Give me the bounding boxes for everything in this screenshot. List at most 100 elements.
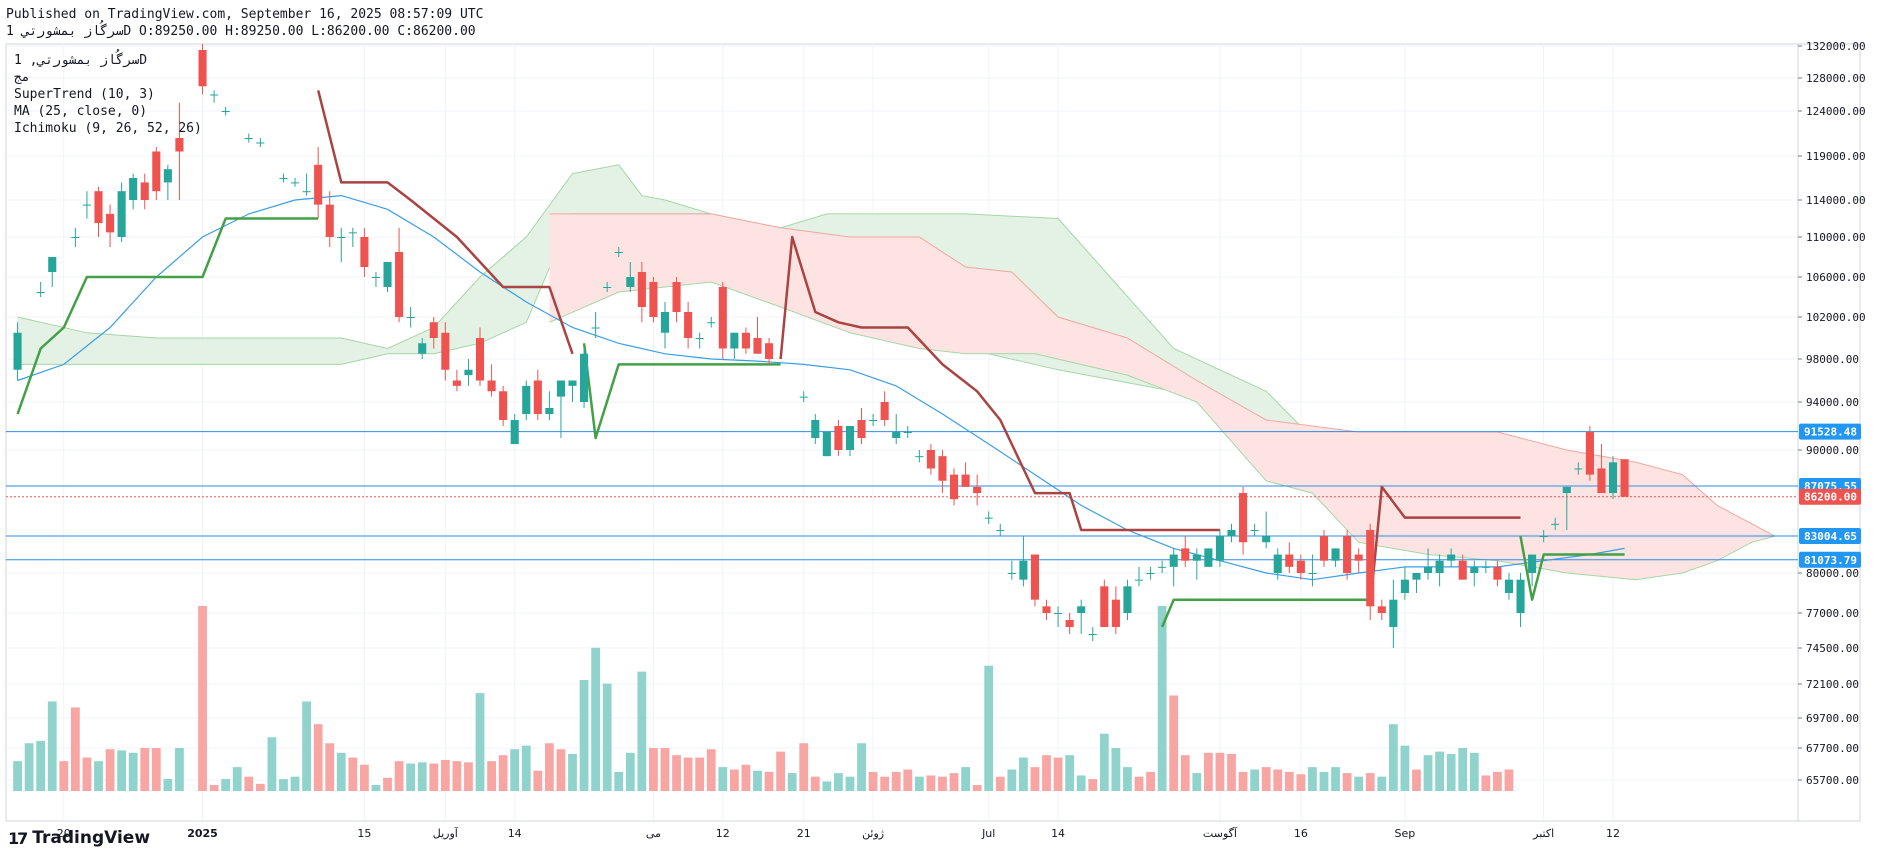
candle-body — [314, 164, 323, 205]
price-badge-label: 81073.79 — [1804, 554, 1857, 567]
volume-bar — [1458, 748, 1468, 791]
publish-info: Published on TradingView.com, September … — [6, 7, 484, 22]
volume-bar — [1412, 769, 1421, 791]
volume-bar — [429, 763, 439, 791]
volume-bar — [1134, 776, 1144, 791]
candle-body — [1296, 560, 1305, 573]
volume-bar — [938, 776, 947, 791]
candle-body — [996, 529, 1005, 531]
candle-body — [1273, 554, 1282, 573]
volume-bar — [82, 757, 92, 791]
legend-ma[interactable]: MA (25, close, 0) — [14, 104, 148, 119]
volume-bar — [1053, 757, 1063, 791]
volume-bar — [1227, 753, 1236, 791]
legend-ichimoku[interactable]: Ichimoku (9, 26, 52, 26) — [14, 121, 202, 136]
volume-bar — [163, 779, 173, 791]
volume-bar — [244, 776, 254, 791]
volume-bar — [1111, 748, 1121, 791]
volume-bar — [487, 761, 496, 791]
price-tick-label: 119000.00 — [1806, 150, 1866, 163]
time-tick-label: 14 — [1051, 827, 1065, 840]
volume-bar — [556, 749, 566, 791]
time-tick-label: 12 — [716, 827, 730, 840]
volume-bar — [845, 776, 855, 791]
candle-body — [672, 282, 681, 312]
volume-bar — [452, 761, 462, 791]
volume-bar — [1296, 774, 1306, 791]
candle-body — [556, 380, 565, 397]
volume-bar — [1284, 771, 1294, 791]
candle-body — [591, 327, 600, 329]
price-tick-label: 124000.00 — [1806, 105, 1866, 118]
tradingview-logo[interactable]: 17 TradingView — [8, 828, 150, 848]
candle-body — [1134, 579, 1144, 581]
volume-bar — [799, 743, 809, 791]
candle-body — [1412, 573, 1421, 580]
volume-bar — [394, 761, 404, 791]
volume-bar — [348, 757, 358, 791]
legend-symbol[interactable]: سرگُاز بمشورتي, 1D — [14, 53, 148, 68]
candle-body — [371, 277, 381, 278]
candle-body — [880, 402, 889, 420]
volume-bar — [521, 745, 531, 791]
price-tick-label: 94000.00 — [1806, 396, 1859, 409]
volume-bar — [1423, 755, 1433, 791]
volume-bar — [1273, 769, 1283, 791]
volume-bar — [1065, 755, 1075, 791]
volume-bar — [625, 752, 635, 791]
volume-bar — [105, 749, 115, 791]
volume-bar — [972, 785, 982, 791]
volume-bar — [255, 783, 265, 791]
candle-body — [1239, 493, 1248, 543]
volume-bar — [1354, 776, 1364, 791]
candle-body — [903, 432, 912, 433]
volume-bar — [128, 752, 138, 791]
volume-bar — [984, 665, 994, 791]
candle-body — [637, 272, 646, 307]
legend-supertrend[interactable]: SuperTrend (10, 3) — [14, 87, 155, 102]
candle-body — [857, 420, 866, 438]
candle-body — [973, 486, 982, 494]
volume-bar — [1180, 755, 1190, 791]
volume-bar — [221, 779, 231, 791]
volume-bar — [1388, 724, 1398, 791]
price-badge-label: 86200.00 — [1804, 491, 1857, 504]
candle-body — [1065, 620, 1074, 627]
candle-body — [545, 408, 554, 414]
volume-bar — [47, 701, 57, 791]
price-tick-label: 132000.00 — [1806, 40, 1866, 53]
volume-bar — [59, 761, 69, 791]
volume-bar — [1342, 773, 1352, 791]
candle-body — [741, 332, 750, 349]
volume-bar — [810, 776, 820, 791]
candle-body — [1123, 586, 1132, 613]
candle-body — [1250, 529, 1259, 531]
candle-body — [730, 332, 739, 349]
candle-body — [279, 178, 288, 179]
volume-bar — [568, 753, 577, 791]
volume-bar — [834, 773, 843, 791]
volume-bar — [637, 671, 647, 791]
ichimoku-cloud-bullish — [17, 164, 1475, 524]
volume-bar — [464, 762, 473, 791]
candle-body — [48, 257, 57, 272]
volume-bar — [822, 781, 832, 791]
supertrend-up-line — [16, 217, 319, 415]
volume-bar — [360, 764, 369, 791]
volume-bar — [741, 764, 751, 791]
candle-body — [845, 426, 855, 450]
price-badge — [1799, 423, 1861, 440]
time-tick-label: 14 — [508, 827, 522, 840]
candle-body — [325, 204, 334, 237]
volume-bar — [1099, 733, 1109, 791]
volume-bar — [753, 770, 762, 791]
candle-body — [603, 287, 612, 288]
candle-body — [360, 237, 369, 267]
volume-bar — [880, 776, 890, 791]
publish-header: Published on TradingView.com, September … — [6, 6, 483, 40]
candle-body — [1088, 634, 1097, 635]
volume-bar — [614, 771, 624, 791]
candle-body — [533, 380, 542, 414]
supertrend-up-line — [1519, 535, 1625, 601]
